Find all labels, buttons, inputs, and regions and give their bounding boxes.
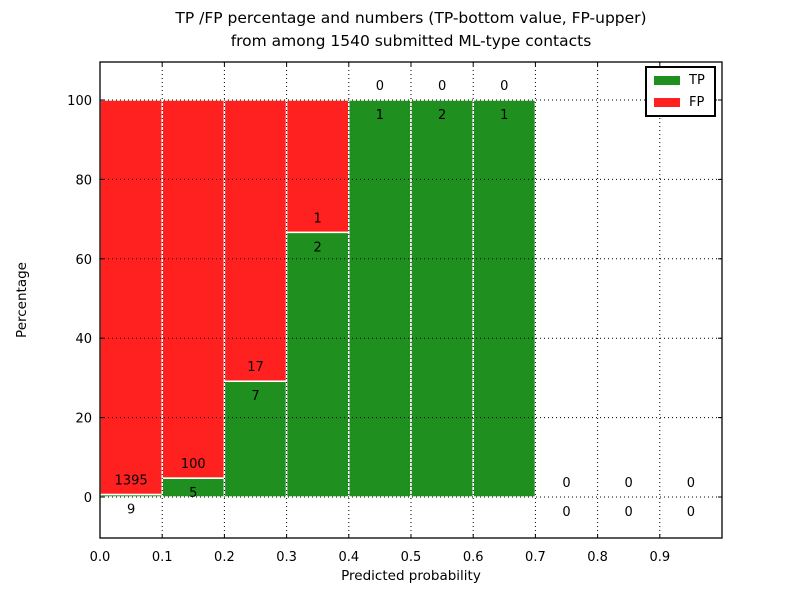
tp-count-label: 7 (251, 389, 259, 404)
x-tick-label: 0.2 (214, 550, 235, 565)
fp-count-label: 0 (438, 79, 446, 94)
fp-count-label: 1395 (115, 473, 148, 488)
tp-count-label: 2 (438, 108, 446, 123)
legend-item-fp: FP (654, 95, 705, 110)
bar-tp-segment (472, 99, 537, 498)
tp-count-label: 0 (562, 505, 570, 520)
tp-count-label: 5 (189, 486, 197, 501)
bar-fp-segment (223, 99, 288, 382)
y-tick-label: 0 (84, 491, 92, 506)
x-tick-label: 0.3 (276, 550, 297, 565)
tp-count-label: 1 (376, 108, 384, 123)
y-tick-label: 80 (75, 173, 92, 188)
tp-count-label: 2 (314, 240, 322, 255)
tp-color-swatch (654, 76, 680, 85)
y-tick-label: 40 (75, 332, 92, 347)
fp-color-swatch (654, 98, 680, 107)
chart-title: TP /FP percentage and numbers (TP-bottom… (5, 7, 800, 53)
fp-count-label: 0 (500, 79, 508, 94)
legend-label-tp: TP (689, 73, 705, 88)
bar-tp-segment (348, 99, 412, 498)
x-tick-label: 0.7 (525, 550, 546, 565)
y-tick-label: 20 (75, 412, 92, 427)
legend-item-tp: TP (654, 73, 705, 88)
tp-count-label: 0 (687, 505, 695, 520)
x-tick-label: 0.4 (338, 550, 359, 565)
bar-tp-segment (285, 231, 350, 498)
x-tick-label: 0.9 (649, 550, 670, 565)
y-tick-label: 60 (75, 253, 92, 268)
fp-count-label: 17 (247, 360, 264, 375)
fp-count-label: 100 (181, 457, 206, 472)
x-tick-label: 0.0 (90, 550, 111, 565)
bar-fp-segment (99, 99, 163, 496)
fp-count-label: 0 (376, 79, 384, 94)
chart-title-line1: TP /FP percentage and numbers (TP-bottom… (175, 9, 647, 27)
legend: TP FP (645, 66, 716, 117)
bar-tp-segment (410, 99, 474, 498)
x-axis-label: Predicted probability (341, 568, 481, 584)
x-tick-label: 0.1 (152, 550, 173, 565)
fp-count-label: 0 (562, 476, 570, 491)
chart-title-line2: from among 1540 submitted ML-type contac… (230, 32, 592, 50)
bar-fp-segment (285, 99, 350, 234)
tp-count-label: 9 (127, 502, 135, 517)
fp-count-label: 0 (687, 476, 695, 491)
tp-count-label: 1 (500, 108, 508, 123)
y-tick-label: 100 (67, 94, 92, 109)
fp-count-label: 0 (625, 476, 633, 491)
x-tick-label: 0.6 (463, 550, 484, 565)
legend-label-fp: FP (689, 95, 705, 110)
bar-fp-segment (161, 99, 226, 479)
x-tick-label: 0.5 (401, 550, 422, 565)
fp-count-label: 1 (314, 211, 322, 226)
tp-count-label: 0 (625, 505, 633, 520)
x-tick-label: 0.8 (587, 550, 608, 565)
